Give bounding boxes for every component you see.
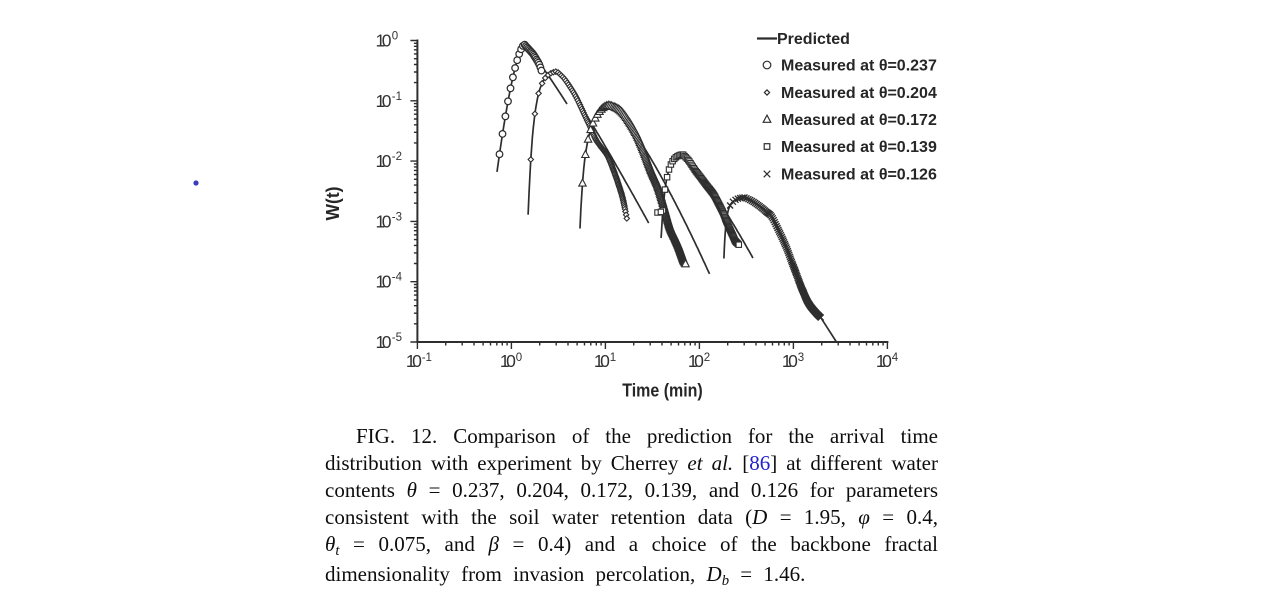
svg-text:4: 4 <box>892 352 899 364</box>
svg-text:Predicted: Predicted <box>777 31 850 48</box>
svg-text:10: 10 <box>376 151 392 171</box>
svg-text:2: 2 <box>704 352 710 364</box>
svg-text:-4: -4 <box>392 272 403 284</box>
svg-text:Measured at θ=0.204: Measured at θ=0.204 <box>781 85 937 102</box>
svg-text:3: 3 <box>798 352 804 364</box>
svg-text:10: 10 <box>500 351 516 371</box>
svg-text:-1: -1 <box>422 352 432 364</box>
svg-text:10: 10 <box>376 91 392 111</box>
svg-text:Measured at θ=0.237: Measured at θ=0.237 <box>781 58 937 75</box>
svg-text:0: 0 <box>516 352 522 364</box>
svg-text:10: 10 <box>594 351 610 371</box>
svg-text:Measured at θ=0.172: Measured at θ=0.172 <box>781 112 937 129</box>
svg-text:-3: -3 <box>392 211 402 223</box>
svg-text:1: 1 <box>610 352 616 364</box>
svg-text:Time (min): Time (min) <box>622 380 703 401</box>
svg-text:0: 0 <box>392 31 398 43</box>
svg-text:10: 10 <box>688 351 704 371</box>
svg-text:10: 10 <box>376 272 392 292</box>
svg-text:-1: -1 <box>392 91 402 103</box>
svg-text:W(t): W(t) <box>322 187 343 221</box>
svg-text:10: 10 <box>876 351 892 371</box>
svg-text:-5: -5 <box>392 332 402 344</box>
svg-text:10: 10 <box>376 31 392 51</box>
svg-text:10: 10 <box>376 211 392 231</box>
svg-text:10: 10 <box>406 351 422 371</box>
svg-text:Measured at θ=0.139: Measured at θ=0.139 <box>781 139 937 156</box>
svg-text:10: 10 <box>376 332 392 352</box>
svg-text:10: 10 <box>782 351 798 371</box>
svg-text:-2: -2 <box>392 151 402 163</box>
svg-text:Measured at θ=0.126: Measured at θ=0.126 <box>781 167 937 184</box>
